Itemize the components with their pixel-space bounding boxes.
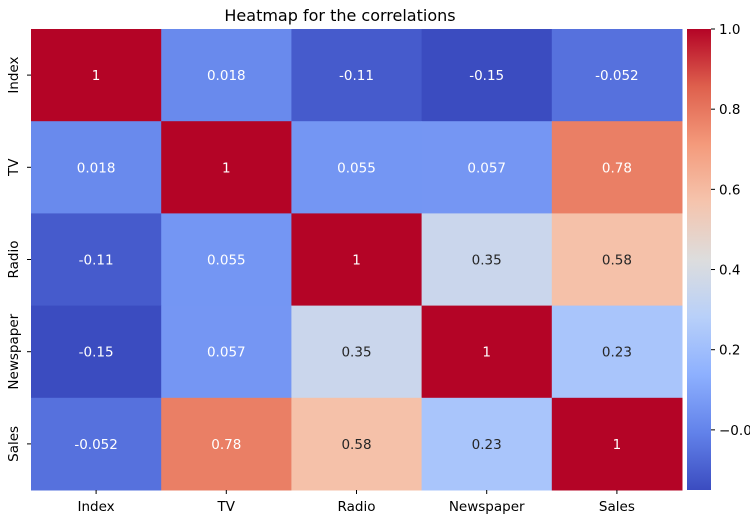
colorbar	[687, 29, 711, 490]
heatmap-cell-newspaper-radio	[291, 305, 423, 399]
heatmap-cells: 1 0.018 -0.11 -0.15 -0.052 0.018 1 0.055 0.057 0.…	[31, 29, 683, 491]
heatmap-cell-radio-index	[31, 213, 162, 307]
heatmap-cell-index-tv	[161, 29, 292, 122]
heatmap-cell-radio-sales	[551, 213, 683, 307]
x-tick-label: Radio	[338, 499, 376, 515]
cell-value-label: -0.11	[79, 253, 114, 269]
colorbar-tick-label: −0.0	[719, 423, 750, 439]
cell-value-label: 1	[92, 68, 101, 84]
y-tick-label: Radio	[6, 241, 22, 279]
x-tick-label: Newspaper	[449, 499, 525, 515]
cell-value-label: 0.23	[472, 437, 502, 453]
colorbar-tick-label: 0.6	[719, 182, 740, 198]
y-tick-label: Newspaper	[6, 313, 22, 389]
cell-value-label: 0.35	[341, 345, 371, 361]
colorbar-tick-label: 0.4	[719, 263, 740, 279]
colorbar-tick-label: 0.8	[719, 102, 740, 118]
heatmap-cell-index-newspaper	[421, 29, 553, 122]
heatmap-cell-index-sales	[551, 29, 683, 122]
cell-value-label: 0.018	[207, 68, 246, 84]
cell-value-label: -0.11	[339, 68, 374, 84]
chart-title: Heatmap for the correlations	[224, 6, 455, 25]
heatmap-cell-sales-newspaper	[421, 397, 553, 491]
heatmap-cell-index-index	[31, 29, 162, 122]
x-tick-label: TV	[217, 499, 236, 515]
heatmap-cell-newspaper-tv	[161, 305, 292, 399]
cell-value-label: 1	[222, 160, 231, 176]
colorbar-tick-label: 1.0	[719, 22, 740, 38]
heatmap-cell-sales-sales	[551, 397, 683, 491]
x-axis-ticks: Index TV Radio Newspaper Sales	[78, 490, 635, 515]
cell-value-label: 0.58	[341, 437, 371, 453]
heatmap-cell-tv-newspaper	[421, 121, 553, 214]
x-tick-label: Index	[78, 499, 115, 515]
cell-value-label: 0.057	[207, 345, 246, 361]
cell-value-label: 1	[352, 253, 361, 269]
cell-value-label: 0.018	[77, 160, 116, 176]
heatmap-cell-sales-tv	[161, 397, 292, 491]
cell-value-label: 0.23	[602, 345, 632, 361]
cell-value-label: -0.15	[79, 345, 114, 361]
colorbar-tick-label: 0.2	[719, 343, 740, 359]
heatmap-cell-newspaper-sales	[551, 305, 683, 399]
cell-value-label: -0.052	[74, 437, 118, 453]
colorbar-ticks: −0.0 0.2 0.4 0.6 0.8 1.0	[711, 22, 750, 439]
y-tick-label: TV	[6, 158, 22, 177]
y-axis-ticks: Index TV Radio Newspaper Sales	[6, 57, 31, 462]
heatmap-cell-radio-radio	[291, 213, 423, 307]
cell-value-label: 0.78	[602, 160, 632, 176]
cell-value-label: 1	[613, 437, 622, 453]
cell-value-label: 0.055	[207, 253, 246, 269]
heatmap-cell-radio-newspaper	[421, 213, 553, 307]
cell-value-label: 0.057	[467, 160, 506, 176]
heatmap-cell-newspaper-index	[31, 305, 162, 399]
heatmap-cell-tv-index	[31, 121, 162, 214]
heatmap-cell-sales-index	[31, 397, 162, 491]
cell-value-label: 1	[482, 345, 491, 361]
cell-value-label: 0.78	[211, 437, 241, 453]
x-tick-label: Sales	[599, 499, 635, 515]
cell-value-label: 0.58	[602, 253, 632, 269]
heatmap-cell-tv-radio	[291, 121, 423, 214]
heatmap-cell-tv-sales	[551, 121, 683, 214]
heatmap-cell-index-radio	[291, 29, 423, 122]
y-tick-label: Sales	[6, 426, 22, 462]
cell-value-label: 0.055	[337, 160, 376, 176]
y-tick-label: Index	[6, 57, 22, 94]
heatmap-cell-radio-tv	[161, 213, 292, 307]
heatmap-cell-newspaper-newspaper	[421, 305, 553, 399]
cell-value-label: -0.052	[595, 68, 639, 84]
cell-value-label: -0.15	[469, 68, 504, 84]
cell-value-label: 0.35	[472, 253, 502, 269]
heatmap-cell-sales-radio	[291, 397, 423, 491]
heatmap-cell-tv-tv	[161, 121, 292, 214]
